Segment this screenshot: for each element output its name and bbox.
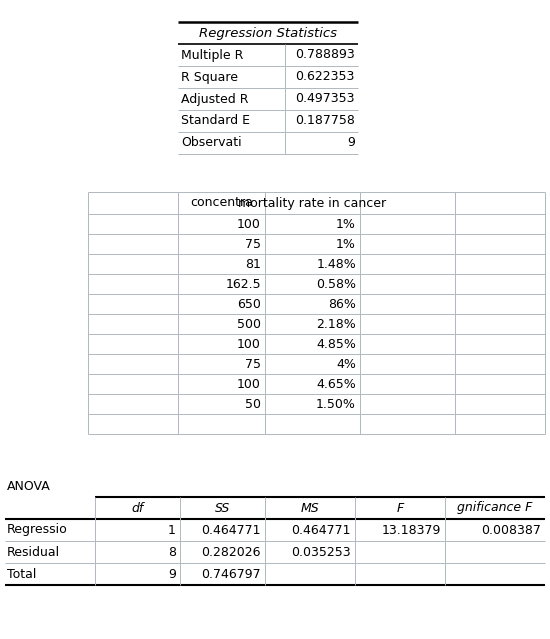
Text: 162.5: 162.5 [226,277,261,291]
Text: 75: 75 [245,238,261,250]
Text: Regressio: Regressio [7,523,68,537]
Text: 75: 75 [245,357,261,371]
Text: 0.58%: 0.58% [316,277,356,291]
Text: 0.746797: 0.746797 [201,567,261,580]
Text: mortality rate in cancer: mortality rate in cancer [239,197,387,210]
Text: R Square: R Square [181,70,238,84]
Text: 13.18379: 13.18379 [382,523,441,537]
Text: 0.622353: 0.622353 [296,70,355,84]
Text: 1.50%: 1.50% [316,397,356,410]
Text: Regression Statistics: Regression Statistics [199,26,337,40]
Text: concentra: concentra [190,197,253,210]
Text: MS: MS [301,502,320,514]
Text: 0.035253: 0.035253 [292,546,351,558]
Text: Adjusted R: Adjusted R [181,93,249,105]
Text: 2.18%: 2.18% [316,318,356,330]
Text: 500: 500 [237,318,261,330]
Text: 0.788893: 0.788893 [295,49,355,61]
Text: 8: 8 [168,546,176,558]
Text: SS: SS [215,502,230,514]
Text: Total: Total [7,567,36,580]
Text: 100: 100 [237,217,261,231]
Text: 0.464771: 0.464771 [292,523,351,537]
Text: 0.187758: 0.187758 [295,114,355,128]
Text: Standard E: Standard E [181,114,250,128]
Text: ANOVA: ANOVA [7,479,51,493]
Text: 4%: 4% [336,357,356,371]
Text: 650: 650 [237,298,261,311]
Text: 9: 9 [347,137,355,150]
Text: 0.464771: 0.464771 [201,523,261,537]
Text: 86%: 86% [328,298,356,311]
Text: 1%: 1% [336,217,356,231]
Text: 0.282026: 0.282026 [201,546,261,558]
Text: 4.85%: 4.85% [316,337,356,351]
Text: Residual: Residual [7,546,60,558]
Text: df: df [131,502,144,514]
Text: 4.65%: 4.65% [316,378,356,390]
Text: gnificance F: gnificance F [457,502,533,514]
Text: 1.48%: 1.48% [316,258,356,270]
Text: 1: 1 [168,523,176,537]
Text: Observati: Observati [181,137,241,150]
Text: 9: 9 [168,567,176,580]
Text: 0.008387: 0.008387 [481,523,541,537]
Text: 81: 81 [245,258,261,270]
Text: 100: 100 [237,337,261,351]
Text: 100: 100 [237,378,261,390]
Text: 50: 50 [245,397,261,410]
Text: F: F [397,502,404,514]
Text: 1%: 1% [336,238,356,250]
Text: 0.497353: 0.497353 [295,93,355,105]
Text: Multiple R: Multiple R [181,49,243,61]
